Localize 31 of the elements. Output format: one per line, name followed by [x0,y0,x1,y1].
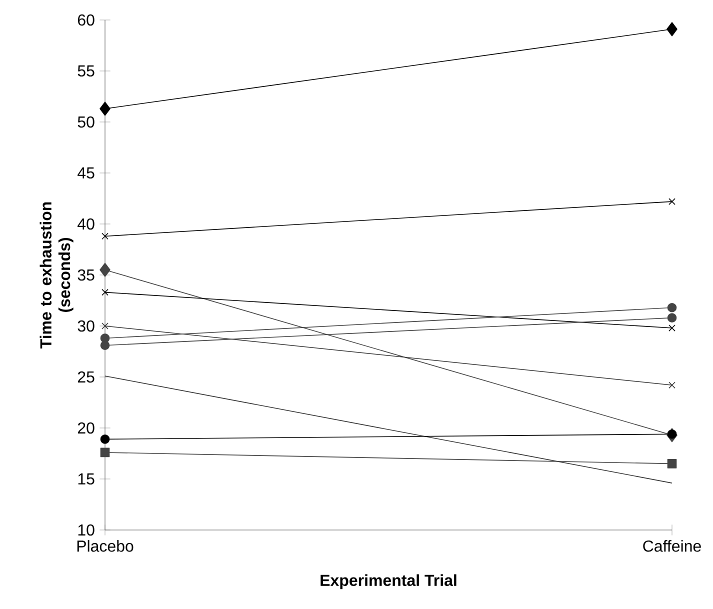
y-axis-title: Time to exhaustion (seconds) [40,202,74,348]
y-tick-label: 25 [78,371,94,383]
point [100,340,110,350]
point [668,324,676,332]
y-tick-label: 35 [78,269,94,281]
point [667,429,677,439]
point [100,102,110,116]
point [102,288,108,296]
point [102,232,108,240]
y-tick-label: 10 [78,524,94,536]
point [100,448,110,458]
y-tick-label: 20 [78,422,94,434]
y-tick-label: 15 [78,473,94,485]
point [667,459,677,468]
point [667,313,677,322]
y-tick-label: 30 [78,320,94,332]
y-tick-label: 60 [78,14,94,26]
y-tick-label: 40 [78,218,94,230]
point [666,22,678,36]
y-tick-label: 45 [78,167,94,179]
point [668,198,676,205]
x-tick-label: Caffeine [643,540,701,552]
x-axis-title: Experimental Trial [320,574,456,590]
point [667,302,677,312]
point [100,262,110,277]
y-tick-label: 55 [78,65,94,77]
x-tick-label: Placebo [77,540,134,552]
point [668,382,676,389]
point [100,434,110,444]
y-tick-label: 50 [78,116,94,128]
point [102,322,108,330]
